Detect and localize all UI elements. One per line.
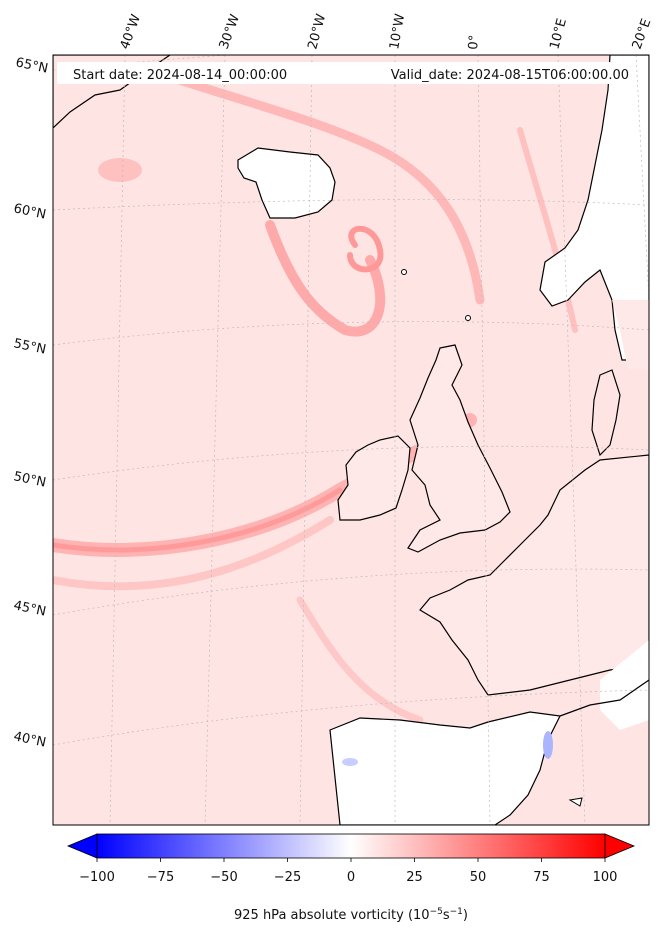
lat-label-55n: 55°N	[12, 336, 47, 357]
filament-west-blob	[98, 158, 142, 182]
start-date-label: Start date: 2024-08-14_00:00:00	[73, 68, 287, 83]
meridian-30w	[204, 55, 226, 825]
alps-italy	[600, 640, 649, 730]
colorbar-tick-label: 0	[347, 870, 355, 885]
colorbar-tick-label: −100	[79, 870, 115, 885]
lat-label-65n: 65°N	[14, 55, 49, 76]
colorbar-body	[96, 833, 606, 859]
lat-label-60n: 60°N	[12, 201, 47, 222]
colorbar-tick-label: −25	[274, 870, 301, 885]
header-background	[57, 62, 635, 84]
latitude-labels: 65°N 60°N 55°N 50°N 45°N 40°N	[12, 55, 49, 750]
ocean-field	[53, 55, 649, 825]
filament-norway	[517, 127, 578, 333]
meridian-40w	[109, 55, 126, 825]
longitude-labels: 40°W 30°W 20°W 10°W 0° 10°E 20°E	[118, 12, 655, 51]
lon-label-0: 0°	[466, 34, 482, 50]
colorbar-tick-label: 100	[593, 870, 618, 885]
colorbar-title: 925 hPa absolute vorticity (10−5s−1)	[234, 907, 468, 923]
valid-date-label: Valid_date: 2024-08-15T06:00:00.00	[391, 68, 629, 83]
mediterranean-coast	[559, 679, 649, 717]
lon-label-10w: 10°W	[387, 13, 408, 51]
meridian-20w	[299, 55, 313, 825]
lon-label-10e: 10°E	[547, 17, 570, 51]
graticule	[53, 55, 649, 825]
colorbar-tick-label: 25	[406, 870, 423, 885]
colorbar-extend-min	[66, 833, 98, 859]
ireland-coast	[337, 435, 411, 521]
negative-vorticity-patch-iberia	[342, 758, 358, 766]
continental-europe-coast	[419, 454, 649, 696]
filament-atlantic-band-core	[53, 487, 343, 553]
colorbar-tick-label: 50	[470, 870, 487, 885]
colorbar-tick-label: 75	[533, 870, 550, 885]
iceland	[237, 147, 336, 219]
map-frame	[52, 54, 650, 826]
lat-label-40n: 40°N	[12, 729, 47, 750]
great-britain-coast	[407, 344, 511, 553]
filament-eddy	[347, 225, 384, 273]
lon-label-20w: 20°W	[305, 12, 329, 51]
filament-biscay	[296, 596, 424, 724]
colorbar: −100 −75 −50 −25 0 25 50 75 100 925 hPa …	[66, 833, 636, 923]
lat-label-50n: 50°N	[12, 469, 47, 490]
colorbar-tick-label: −50	[210, 870, 237, 885]
filament-lower-band	[53, 516, 334, 591]
lat-label-45n: 45°N	[12, 598, 47, 619]
meridian-0	[477, 55, 491, 825]
meridian-20e	[635, 55, 649, 301]
colorbar-tick-label: −75	[147, 870, 174, 885]
scandinavia-coast	[539, 55, 649, 361]
meridian-10e	[557, 55, 586, 825]
parallel-45n	[53, 568, 649, 616]
faroe-islands	[401, 269, 407, 275]
colorbar-extend-max	[604, 833, 636, 859]
map-panel: Start date: 2024-08-14_00:00:00 Valid_da…	[52, 54, 650, 826]
denmark-coast	[591, 369, 621, 457]
shetland-islands	[465, 315, 471, 321]
scandinavia-interior	[612, 300, 649, 370]
filament-north-arc	[145, 65, 485, 305]
lon-label-30w: 30°W	[217, 12, 243, 51]
lon-label-40w: 40°W	[118, 12, 144, 51]
balearic-islands	[568, 797, 583, 807]
negative-vorticity-patch	[543, 731, 553, 759]
filament-iceland-curve	[265, 220, 386, 337]
parallel-40n	[53, 689, 649, 746]
lon-label-20e: 20°E	[630, 17, 655, 52]
colorbar-ticks	[96, 858, 606, 862]
